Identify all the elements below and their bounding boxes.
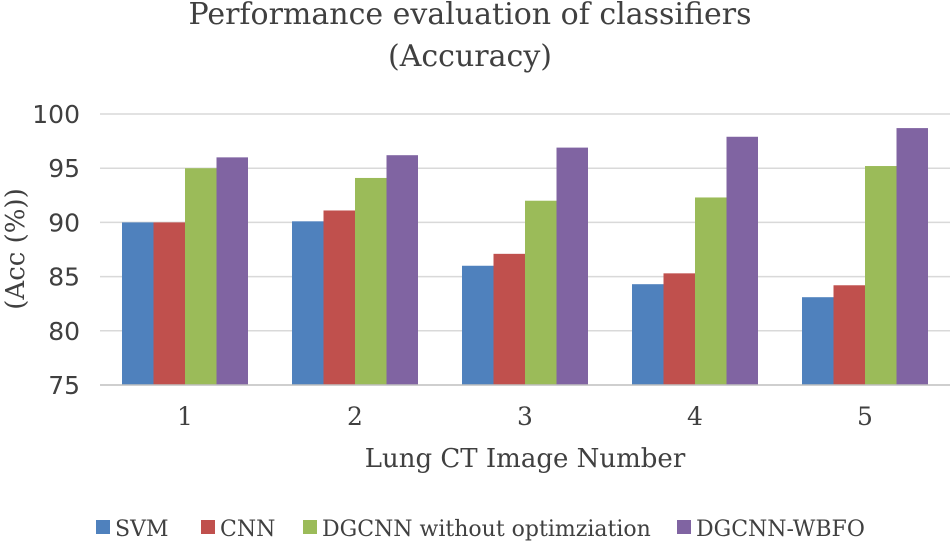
legend-swatch [677, 520, 691, 534]
x-tick-label: 1 [177, 402, 193, 431]
y-tick-label: 90 [48, 208, 80, 237]
bar [896, 128, 928, 386]
bar [323, 210, 355, 385]
legend-swatch [201, 520, 215, 534]
bar [802, 297, 834, 385]
bar [355, 177, 387, 385]
bar [525, 200, 557, 385]
bar [493, 253, 525, 385]
y-tick-label: 80 [48, 317, 80, 346]
x-axis-label: Lung CT Image Number [365, 444, 686, 474]
bar [865, 166, 897, 385]
chart-subtitle: (Accuracy) [388, 39, 552, 74]
bar [216, 157, 248, 385]
bar [122, 222, 154, 385]
x-tick-label: 5 [857, 402, 873, 431]
bar [632, 284, 664, 385]
bar [386, 155, 418, 385]
x-tick-label: 3 [517, 402, 533, 431]
y-tick-label: 75 [48, 371, 80, 400]
bar [833, 285, 865, 385]
bar [663, 273, 695, 385]
x-tick-label: 2 [347, 402, 363, 431]
bar [726, 136, 758, 385]
legend-swatch [96, 520, 110, 534]
x-tick-label: 4 [687, 402, 703, 431]
bar [695, 197, 727, 385]
bar [292, 221, 324, 385]
chart-title: Performance evaluation of classifiers [188, 0, 751, 32]
y-tick-labels: 75 80 85 90 95 100 [32, 100, 80, 400]
y-tick-label: 100 [32, 100, 80, 129]
legend-label: DGCNN-WBFO [696, 517, 865, 542]
x-tick-labels: 1 2 3 4 5 [177, 402, 873, 431]
y-tick-label: 95 [48, 154, 80, 183]
legend-swatch [303, 520, 317, 534]
legend: SVM CNN DGCNN without optimziation DGCNN-WB… [96, 517, 865, 542]
bars [122, 128, 928, 386]
bar [153, 222, 185, 385]
bar [556, 147, 588, 385]
legend-label: DGCNN without optimziation [322, 517, 651, 542]
y-axis-label: (Acc (%)) [1, 188, 31, 309]
bar [462, 265, 494, 385]
y-tick-label: 85 [48, 263, 80, 292]
bar [185, 168, 217, 385]
legend-label: CNN [220, 517, 275, 542]
legend-label: SVM [115, 517, 169, 542]
